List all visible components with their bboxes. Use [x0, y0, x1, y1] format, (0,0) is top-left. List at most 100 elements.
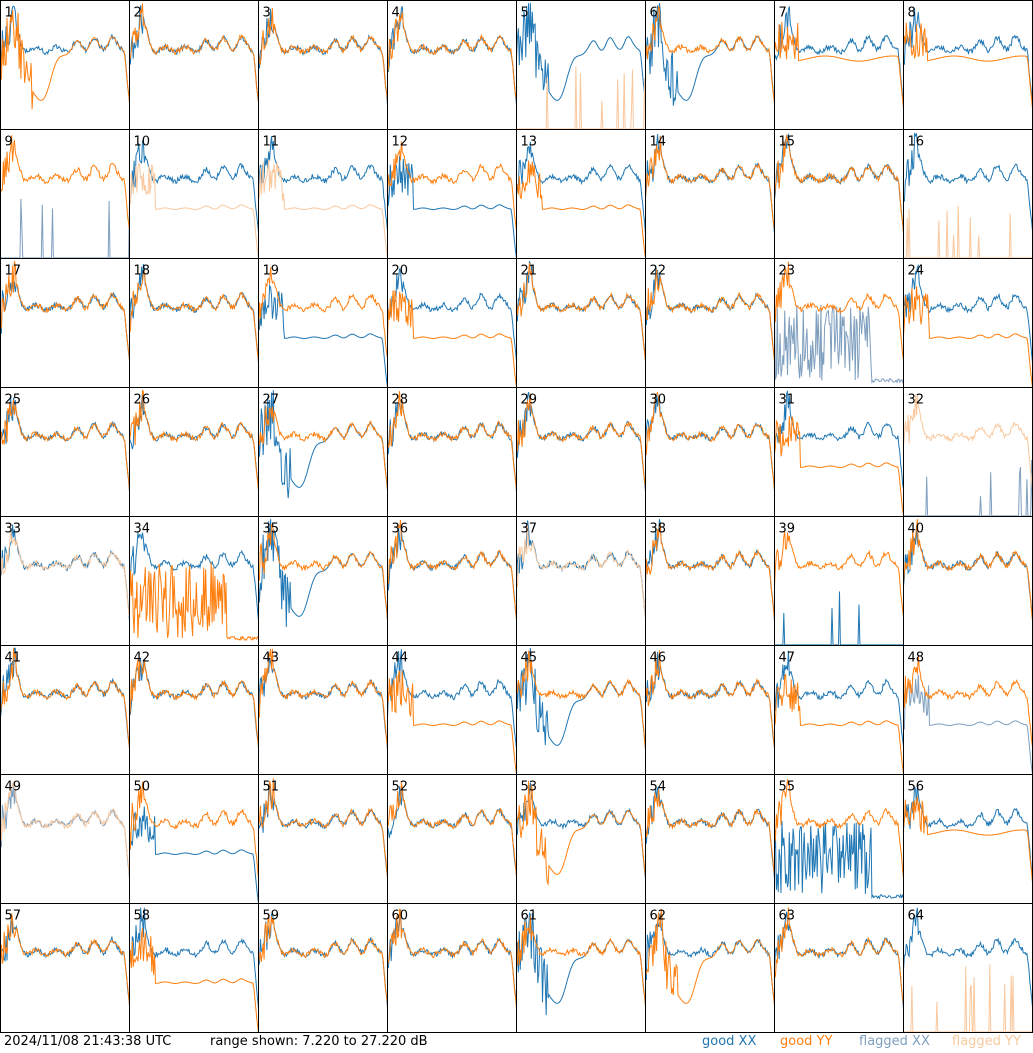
panel-8-yy-line	[903, 22, 1033, 109]
panel-38-label: 38	[650, 522, 667, 537]
panel-57-label: 57	[5, 909, 22, 924]
panel-20: 20	[387, 258, 517, 388]
panel-54-label: 54	[650, 780, 667, 795]
panel-4-label: 4	[392, 6, 400, 21]
panel-2-yy-line	[129, 3, 259, 103]
panel-62-yy-line	[645, 908, 775, 1007]
panel-63-label: 63	[779, 909, 796, 924]
panel-29-label: 29	[521, 393, 538, 408]
panel-47-xx-line	[774, 650, 904, 747]
legend-good-xx: good XX	[702, 1034, 757, 1049]
panel-50-xx-line	[129, 806, 259, 903]
panel-63: 63	[774, 903, 904, 1033]
panel-17: 17	[0, 258, 130, 388]
panel-48-label: 48	[908, 651, 925, 666]
panel-41-yy-line	[0, 648, 130, 749]
panel-40-xx-line	[903, 525, 1033, 620]
footer: 2024/11/08 21:43:38 UTC range shown: 7.2…	[0, 1033, 1033, 1053]
panel-39-xx-line	[774, 591, 904, 646]
panel-36-yy-line	[387, 519, 517, 620]
panel-11-yy-line	[258, 159, 388, 258]
panel-8-label: 8	[908, 6, 916, 21]
panel-29-yy-line	[516, 393, 646, 488]
panel-12-yy-line	[387, 141, 517, 232]
panel-24-yy-line	[903, 286, 1033, 387]
panel-7-yy-line	[774, 21, 904, 109]
panel-20-yy-line	[387, 290, 517, 387]
panel-12-label: 12	[392, 135, 409, 150]
panel-48-yy-line	[903, 654, 1033, 747]
panel-4-yy-line	[387, 11, 517, 101]
panel-24-label: 24	[908, 264, 925, 279]
panel-9-yy-line	[0, 135, 130, 230]
panel-5-label: 5	[521, 6, 529, 21]
panel-46-label: 46	[650, 651, 667, 666]
panel-27-xx-line	[258, 390, 388, 499]
range-text: range shown: 7.220 to 27.220 dB	[210, 1034, 428, 1049]
panel-57-yy-line	[0, 913, 130, 1006]
panel-32-label: 32	[908, 393, 925, 408]
panel-16-yy-line	[903, 206, 1033, 259]
panel-23-label: 23	[779, 264, 796, 279]
panel-25-label: 25	[5, 393, 22, 408]
panel-3-yy-line	[258, 8, 388, 102]
panel-19-label: 19	[263, 264, 280, 279]
panel-31-label: 31	[779, 393, 796, 408]
panel-30-label: 30	[650, 393, 667, 408]
panel-23-yy-line	[774, 261, 904, 360]
panel-35-label: 35	[263, 522, 280, 537]
panel-39-label: 39	[779, 522, 796, 537]
panel-64: 64	[903, 903, 1033, 1033]
panel-59-label: 59	[263, 909, 280, 924]
panel-17-label: 17	[5, 264, 22, 279]
panel-27-yy-line	[258, 406, 388, 490]
panel-52-label: 52	[392, 780, 409, 795]
panel-44-yy-line	[387, 670, 517, 774]
panel-20-label: 20	[392, 264, 409, 279]
panel-14-yy-line	[645, 136, 775, 230]
panel-37-yy-line	[516, 524, 646, 619]
panel-24-xx-line	[903, 263, 1033, 363]
panel-41-label: 41	[5, 651, 22, 666]
panel-61-yy-line	[516, 915, 646, 1007]
panel-58-yy-line	[129, 928, 259, 1032]
panel-38-yy-line	[645, 523, 775, 618]
legend-flagged-yy: flagged YY	[952, 1034, 1021, 1049]
panel-2-label: 2	[134, 6, 142, 21]
panel-38: 38	[645, 516, 775, 646]
panel-61: 61	[516, 903, 646, 1033]
panel-53-xx-line	[516, 782, 646, 880]
panel-56-yy-line	[903, 796, 1033, 883]
panel-15-label: 15	[779, 135, 796, 150]
panel-59: 59	[258, 903, 388, 1033]
panel-8-xx-line	[903, 8, 1033, 106]
panel-26-yy-line	[129, 389, 259, 491]
panel-54-yy-line	[645, 789, 775, 875]
panel-51-label: 51	[263, 780, 280, 795]
panel-9-xx-line	[0, 198, 130, 259]
panel-13-label: 13	[521, 135, 538, 150]
panel-44-label: 44	[392, 651, 409, 666]
panel-34-label: 34	[134, 522, 151, 537]
panel-26-label: 26	[134, 393, 151, 408]
panel-30-yy-line	[645, 391, 775, 492]
panel-33-label: 33	[5, 522, 22, 537]
panel-43-label: 43	[263, 651, 280, 666]
panel-1-yy-line	[0, 9, 130, 110]
panel-27-label: 27	[263, 393, 280, 408]
panel-59-yy-line	[258, 913, 388, 1004]
panel-6-xx-line	[645, 3, 775, 106]
panel-46-yy-line	[645, 650, 775, 749]
panel-64-xx-line	[903, 907, 1033, 1008]
panel-5-yy-line	[516, 66, 646, 130]
panel-60-yy-line	[387, 908, 517, 1008]
panel-33-yy-line	[0, 529, 130, 618]
panel-58-label: 58	[134, 909, 151, 924]
panel-5-xx-line	[516, 3, 646, 104]
panel-15-yy-line	[774, 134, 904, 234]
panel-7-label: 7	[779, 6, 787, 21]
panel-10-label: 10	[134, 135, 151, 150]
panel-47-yy-line	[774, 673, 904, 774]
panel-40: 40	[903, 516, 1033, 646]
